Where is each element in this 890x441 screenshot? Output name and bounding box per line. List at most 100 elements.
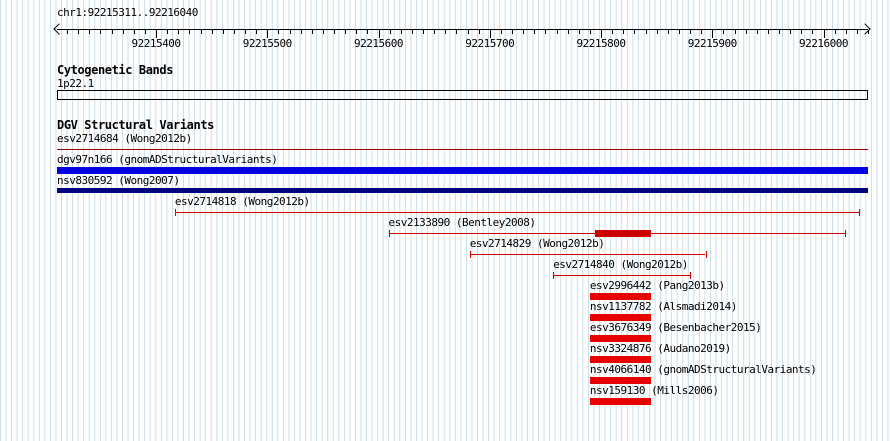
cytoband-name-label: 1p22.1	[57, 77, 94, 90]
variant-bar-esv3676349[interactable]	[589, 335, 652, 342]
ruler-major-tick	[156, 30, 157, 38]
ruler-minor-tick	[545, 30, 547, 34]
ruler-major-tick	[712, 30, 714, 38]
variant-label-nsv830592[interactable]: nsv830592 (Wong2007)	[57, 174, 180, 187]
ruler-minor-tick	[278, 30, 280, 34]
variant-label-esv2996442[interactable]: esv2996442 (Pang2013b)	[589, 279, 725, 292]
ruler-minor-tick	[767, 30, 769, 34]
ruler-minor-tick	[589, 30, 591, 34]
ruler-minor-tick	[701, 30, 703, 34]
ruler-tick-label: 92215500	[242, 37, 292, 50]
variant-bar-nsv3324876[interactable]	[589, 356, 652, 363]
ruler-minor-tick	[745, 30, 747, 34]
variant-bar-nsv159130[interactable]	[589, 398, 652, 405]
variant-span-line-esv2714818[interactable]	[174, 212, 860, 213]
ruler-minor-tick	[467, 30, 469, 34]
ruler-minor-tick	[111, 30, 113, 34]
ruler-minor-tick	[144, 30, 146, 34]
ruler-minor-tick	[222, 30, 224, 34]
ruler-minor-tick	[756, 30, 758, 34]
ruler-minor-tick	[634, 30, 636, 34]
ruler-tick-label: 92215400	[131, 37, 181, 50]
ruler-tick-label: 92215700	[465, 37, 515, 50]
ruler-left-arrow-icon	[53, 23, 65, 35]
ruler-minor-tick	[656, 30, 658, 34]
ruler-minor-tick	[723, 30, 725, 34]
ruler-minor-tick	[311, 30, 313, 34]
variant-start-tick-esv2714829	[469, 251, 471, 258]
ruler-minor-tick	[779, 30, 780, 34]
variant-label-esv2714840[interactable]: esv2714840 (Wong2012b)	[553, 258, 688, 271]
variant-thick-box-esv2133890[interactable]	[595, 230, 651, 237]
ruler-tick-label: 92215600	[354, 37, 403, 50]
variant-start-tick-esv2133890	[388, 230, 390, 237]
variant-end-tick-esv2714840	[690, 272, 691, 279]
section-title-cytogenetic-bands: Cytogenetic Bands	[57, 63, 174, 77]
ruler-minor-tick	[423, 30, 424, 34]
ruler-minor-tick	[322, 30, 324, 34]
ruler-minor-tick	[89, 30, 91, 34]
ruler-minor-tick	[345, 30, 347, 34]
ruler-minor-tick	[389, 30, 391, 34]
variant-label-esv2133890[interactable]: esv2133890 (Bentley2008)	[388, 216, 536, 229]
ruler-minor-tick	[133, 30, 135, 34]
variant-span-line-esv2714829[interactable]	[469, 254, 706, 255]
ruler-minor-tick	[567, 30, 569, 34]
variant-label-esv2714684[interactable]: esv2714684 (Wong2012b)	[57, 132, 192, 145]
variant-span-line-esv2714840[interactable]	[553, 275, 690, 276]
variant-label-nsv1137782[interactable]: nsv1137782 (Alsmadi2014)	[589, 300, 737, 313]
ruler-minor-tick	[834, 30, 836, 34]
variant-start-tick-esv2714840	[553, 272, 555, 279]
variant-label-esv2714818[interactable]: esv2714818 (Wong2012b)	[174, 195, 310, 208]
variant-span-line-esv2714684[interactable]	[57, 149, 868, 150]
ruler-minor-tick	[578, 30, 580, 34]
ruler-minor-tick	[667, 30, 669, 34]
ruler-major-tick	[601, 30, 602, 38]
ruler-minor-tick	[612, 30, 614, 34]
ruler-minor-tick	[256, 30, 258, 34]
ruler-minor-tick	[845, 30, 847, 34]
ruler-minor-tick	[534, 30, 536, 34]
ruler-minor-tick	[500, 30, 502, 34]
ruler-tick-label: 92216000	[799, 37, 848, 50]
variant-label-esv3676349[interactable]: esv3676349 (Besenbacher2015)	[589, 321, 762, 334]
region-coordinates-label: chr1:92215311..92216040	[57, 6, 198, 19]
ruler-minor-tick	[233, 30, 235, 34]
variant-bar-nsv830592[interactable]	[57, 188, 868, 193]
ruler-major-tick	[267, 30, 269, 38]
ruler-minor-tick	[623, 30, 625, 34]
ruler-minor-tick	[122, 30, 124, 34]
ruler-minor-tick	[289, 30, 291, 34]
variant-bar-esv2996442[interactable]	[589, 293, 652, 300]
ruler-tick-label: 92215800	[576, 37, 626, 50]
variant-label-esv2714829[interactable]: esv2714829 (Wong2012b)	[469, 237, 605, 250]
ruler-minor-tick	[690, 30, 691, 34]
variant-bar-nsv1137782[interactable]	[589, 314, 652, 321]
variant-label-nsv159130[interactable]: nsv159130 (Mills2006)	[589, 384, 719, 397]
ruler-minor-tick	[200, 30, 202, 34]
ruler-minor-tick	[456, 30, 458, 34]
variant-label-nsv4066140[interactable]: nsv4066140 (gnomADStructuralVariants)	[589, 363, 817, 376]
ruler-minor-tick	[100, 30, 102, 34]
variant-bar-dgv97n166[interactable]	[57, 167, 868, 174]
ruler-minor-tick	[178, 30, 180, 34]
ruler-minor-tick	[445, 30, 447, 34]
ruler-minor-tick	[411, 30, 413, 34]
ruler-minor-tick	[678, 30, 680, 34]
ruler-minor-tick	[434, 30, 436, 34]
ruler-major-tick	[378, 30, 380, 38]
variant-bar-nsv4066140[interactable]	[589, 377, 652, 384]
section-title-dgv-structural-variants: DGV Structural Variants	[57, 118, 214, 132]
variant-label-nsv3324876[interactable]: nsv3324876 (Audano2019)	[589, 342, 731, 355]
variant-end-tick-esv2133890	[844, 230, 846, 237]
ruler-minor-tick	[734, 30, 736, 34]
ruler-minor-tick	[523, 30, 525, 34]
ruler-minor-tick	[556, 30, 558, 34]
variant-label-dgv97n166[interactable]: dgv97n166 (gnomADStructuralVariants)	[57, 153, 278, 166]
ruler-baseline	[57, 29, 868, 30]
cytoband-box[interactable]	[57, 90, 868, 100]
ruler-major-tick	[489, 30, 491, 38]
ruler-minor-tick	[512, 30, 513, 34]
variant-end-tick-esv2714829	[705, 251, 707, 258]
